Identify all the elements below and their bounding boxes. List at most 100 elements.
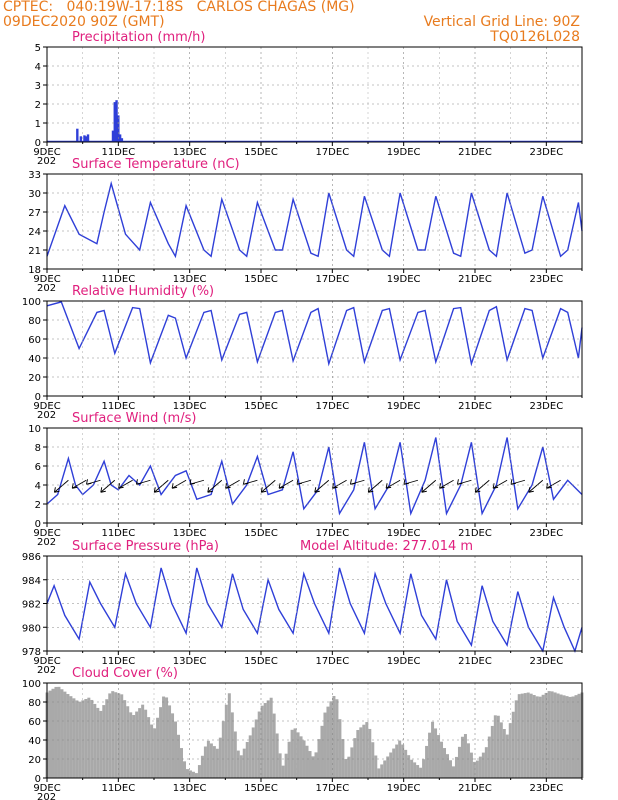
cloud-bar — [215, 748, 219, 778]
cloud-bar — [431, 721, 435, 778]
temperature-year-label: 202 — [37, 283, 56, 294]
temperature-xtick-label: 11DEC — [101, 274, 135, 285]
cloud-bar — [171, 713, 175, 778]
cloud-bar — [57, 686, 61, 778]
cloud-bar — [236, 750, 240, 778]
cloud-bar — [350, 747, 354, 778]
precip-ytick-label: 1 — [35, 119, 41, 130]
pressure-xtick-label: 19DEC — [387, 656, 421, 667]
cloud-bar — [457, 746, 461, 778]
wind-vector-head — [510, 479, 517, 485]
cloud-bar — [111, 691, 115, 778]
cloud-bar — [281, 765, 285, 778]
wind-vector-head — [242, 479, 249, 485]
cloud-bar — [153, 728, 157, 778]
humidity-xtick-label: 19DEC — [387, 401, 421, 412]
precip-xtick-label: 13DEC — [173, 147, 207, 158]
precip-bar — [111, 130, 115, 142]
cloud-bar — [514, 700, 518, 778]
cloud-bar — [556, 693, 560, 778]
cloud-title: Cloud Cover (%) — [72, 666, 178, 681]
cloud-bar — [344, 758, 348, 778]
wind-vector-head — [135, 479, 142, 485]
cloud-bar — [481, 752, 485, 778]
cloud-bar — [305, 745, 309, 778]
wind-vector-head — [349, 479, 356, 485]
cloud-bar — [206, 740, 210, 778]
pressure-year-label: 202 — [37, 665, 56, 676]
precip-bar — [86, 134, 90, 142]
cloud-bar — [287, 741, 291, 778]
cloud-bar — [179, 748, 183, 778]
wind-vector — [278, 479, 294, 489]
cloud-frame — [46, 682, 583, 779]
wind-xtick-label: 11DEC — [101, 528, 135, 539]
cloud-bar — [332, 696, 336, 778]
pressure-ytick-label: 982 — [22, 600, 41, 611]
temperature-ytick-label: 21 — [28, 246, 41, 257]
humidity-frame — [46, 300, 583, 397]
precip-xtick-label: 15DEC — [244, 147, 278, 158]
wind-vector-head — [403, 479, 410, 485]
cloud-bar — [233, 731, 237, 778]
wind-vector-head — [421, 487, 427, 493]
wind-vector-head — [439, 483, 445, 489]
precip-xtick-label: 19DEC — [387, 147, 421, 158]
cloud-bar — [278, 753, 282, 778]
cloud-bar — [51, 688, 55, 778]
precip-bar — [83, 135, 86, 142]
cloud-bar — [302, 740, 306, 778]
cloud-bar — [454, 756, 458, 778]
cloud-bar — [260, 705, 264, 778]
cloud-bar — [227, 693, 231, 778]
cloud-bar — [257, 711, 261, 778]
humidity-ytick-label: 20 — [28, 373, 41, 384]
cloud-bar — [185, 769, 189, 778]
precip-xtick-label: 23DEC — [529, 147, 563, 158]
cloud-bar — [132, 715, 136, 778]
cloud-bar — [102, 705, 106, 778]
wind-vector-head — [225, 483, 231, 489]
cloud-ytick-label: 0 — [35, 774, 41, 785]
wind-vector-head — [546, 483, 552, 489]
temperature-frame — [46, 173, 583, 270]
cloud-bar — [144, 709, 148, 778]
cloud-bar — [194, 773, 198, 778]
cloud-bar — [99, 710, 103, 778]
cloud-bar — [150, 724, 154, 778]
humidity-xtick-label: 21DEC — [458, 401, 492, 412]
wind-vector — [171, 479, 187, 489]
cloud-bar — [221, 721, 225, 778]
precip-xtick-label: 21DEC — [458, 147, 492, 158]
cloud-bar — [392, 748, 396, 778]
cloud-bar — [182, 761, 186, 778]
temperature-ytick-label: 27 — [28, 208, 41, 219]
pressure-xtick-label: 11DEC — [101, 656, 135, 667]
cloud-bar — [362, 724, 366, 778]
cloud-bar — [177, 734, 181, 778]
precip-ytick-label: 0 — [35, 138, 41, 149]
cloud-bar — [335, 699, 339, 778]
cloud-bar — [371, 742, 375, 778]
wind-vector — [72, 479, 87, 489]
cloud-bar — [254, 719, 258, 778]
cloud-bar — [401, 744, 405, 778]
pressure-xtick-label: 13DEC — [173, 656, 207, 667]
precip-year-label: 202 — [37, 156, 56, 167]
cloud-bar — [242, 748, 246, 778]
cloud-bar — [251, 727, 255, 778]
wind-vector-head — [207, 487, 213, 493]
cloud-year-label: 202 — [37, 792, 56, 800]
pressure-xtick-label: 23DEC — [529, 656, 563, 667]
precip-title: Precipitation (mm/h) — [72, 30, 205, 45]
pressure-ytick-label: 980 — [22, 623, 41, 634]
wind-ytick-label: 8 — [35, 443, 41, 454]
cloud-bar — [320, 725, 324, 778]
cloud-bar — [460, 736, 464, 778]
cloud-bar — [550, 691, 554, 778]
cloud-bar — [499, 722, 503, 778]
cloud-bar — [389, 752, 393, 778]
wind-xtick-label: 9DEC — [33, 528, 60, 539]
cloud-bar — [496, 715, 500, 778]
cloud-bar — [188, 770, 192, 778]
